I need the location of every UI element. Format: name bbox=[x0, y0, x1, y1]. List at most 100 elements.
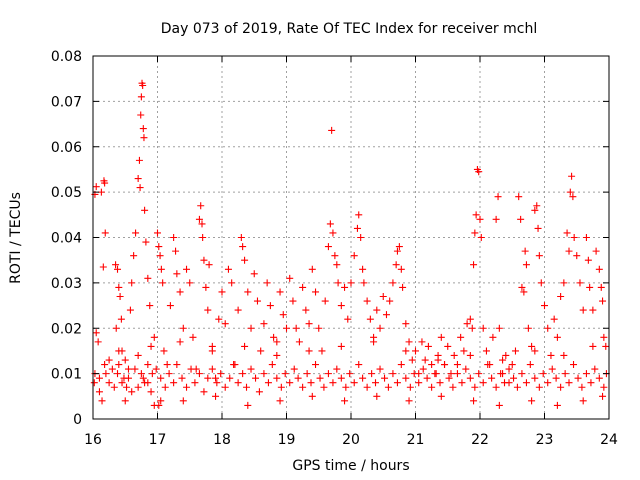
data-point bbox=[397, 265, 405, 273]
data-point bbox=[134, 383, 142, 391]
data-point bbox=[165, 370, 173, 378]
data-point bbox=[600, 333, 608, 341]
x-tick-label: 19 bbox=[278, 432, 296, 448]
data-point bbox=[195, 370, 203, 378]
data-point bbox=[139, 374, 147, 382]
data-point bbox=[161, 383, 169, 391]
x-tick-label: 23 bbox=[536, 432, 554, 448]
data-point bbox=[234, 306, 242, 314]
data-point bbox=[449, 383, 457, 391]
data-point bbox=[101, 229, 109, 237]
data-point bbox=[128, 388, 136, 396]
data-point bbox=[139, 81, 147, 89]
data-point bbox=[479, 324, 487, 332]
data-point bbox=[176, 338, 184, 346]
data-point bbox=[494, 193, 502, 201]
data-point bbox=[346, 370, 354, 378]
data-point bbox=[108, 365, 116, 373]
data-point bbox=[395, 243, 403, 251]
data-point bbox=[337, 374, 345, 382]
data-point bbox=[141, 206, 149, 214]
data-point bbox=[360, 279, 368, 287]
data-point bbox=[495, 401, 503, 409]
data-point bbox=[565, 247, 573, 255]
data-point bbox=[324, 243, 332, 251]
data-point bbox=[492, 215, 500, 223]
data-point bbox=[140, 134, 148, 142]
data-point bbox=[273, 374, 281, 382]
data-point bbox=[124, 374, 132, 382]
data-point bbox=[341, 397, 349, 405]
data-point bbox=[437, 392, 445, 400]
data-point bbox=[292, 324, 300, 332]
data-point bbox=[255, 388, 263, 396]
data-point bbox=[402, 320, 410, 328]
data-point bbox=[123, 383, 131, 391]
data-point bbox=[471, 229, 479, 237]
data-point bbox=[316, 374, 324, 382]
data-point bbox=[342, 383, 350, 391]
data-point bbox=[355, 361, 363, 369]
data-point bbox=[393, 379, 401, 387]
data-point bbox=[389, 279, 397, 287]
data-point bbox=[308, 265, 316, 273]
data-point bbox=[458, 379, 466, 387]
data-point bbox=[105, 379, 113, 387]
data-point bbox=[281, 370, 289, 378]
data-point bbox=[189, 333, 197, 341]
x-tick-label: 24 bbox=[600, 432, 618, 448]
data-point bbox=[333, 365, 341, 373]
data-point bbox=[376, 324, 384, 332]
data-point bbox=[563, 229, 571, 237]
data-point bbox=[294, 374, 302, 382]
data-point bbox=[128, 279, 136, 287]
data-point bbox=[121, 356, 129, 364]
data-point bbox=[337, 342, 345, 350]
data-point bbox=[121, 397, 129, 405]
data-point bbox=[101, 179, 109, 187]
data-point bbox=[584, 256, 592, 264]
data-point bbox=[159, 279, 167, 287]
data-point bbox=[244, 288, 252, 296]
x-tick-label: 21 bbox=[407, 432, 425, 448]
data-point bbox=[376, 365, 384, 373]
data-point bbox=[535, 252, 543, 260]
data-point bbox=[130, 252, 138, 260]
data-point bbox=[476, 215, 484, 223]
data-point bbox=[379, 292, 387, 300]
data-point bbox=[124, 365, 132, 373]
data-point bbox=[221, 320, 229, 328]
data-point bbox=[137, 111, 145, 119]
data-point bbox=[101, 361, 109, 369]
data-point bbox=[328, 126, 336, 134]
data-point bbox=[579, 397, 587, 405]
data-point bbox=[135, 156, 143, 164]
data-point bbox=[399, 283, 407, 291]
data-point bbox=[102, 370, 110, 378]
data-point bbox=[115, 283, 123, 291]
data-point bbox=[468, 324, 476, 332]
data-point bbox=[444, 342, 452, 350]
data-point bbox=[382, 311, 390, 319]
data-point bbox=[524, 324, 532, 332]
data-point bbox=[528, 397, 536, 405]
data-point bbox=[112, 261, 120, 269]
data-point bbox=[286, 379, 294, 387]
data-point bbox=[217, 370, 225, 378]
data-point bbox=[117, 315, 125, 323]
data-point bbox=[99, 263, 107, 271]
data-point bbox=[144, 379, 152, 387]
x-tick-labels: 16 17 18 19 20 21 22 23 24 bbox=[84, 432, 618, 448]
data-point bbox=[308, 392, 316, 400]
data-point bbox=[230, 361, 238, 369]
data-point bbox=[118, 379, 126, 387]
data-point bbox=[90, 379, 98, 387]
data-point bbox=[405, 397, 413, 405]
data-point bbox=[252, 374, 260, 382]
data-point bbox=[518, 370, 526, 378]
data-point bbox=[276, 288, 284, 296]
data-point bbox=[586, 283, 594, 291]
x-tick-label: 20 bbox=[342, 432, 360, 448]
data-point bbox=[517, 215, 525, 223]
axis-ticks bbox=[92, 55, 610, 420]
